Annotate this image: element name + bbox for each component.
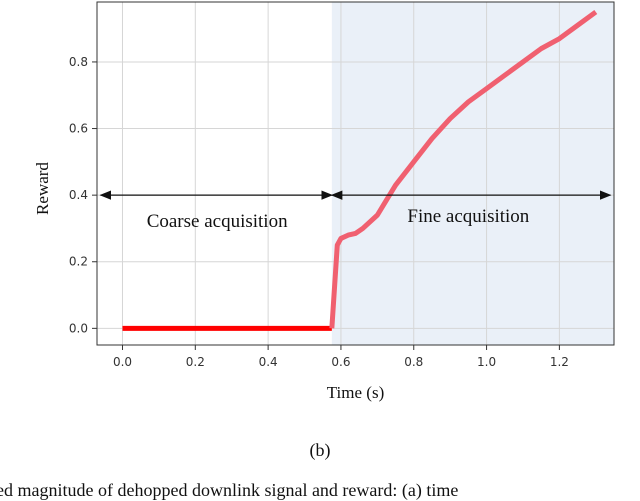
x-axis: 0.0 0.2 0.4 0.6 0.8 1.0 1.2 (113, 345, 569, 369)
y-tick-label: 0.6 (69, 122, 88, 136)
shaded-region (331, 2, 614, 345)
plot-frame (96, 1, 615, 346)
annotation-text: Coarse acquisition (147, 211, 288, 232)
reward-line-segment-2 (329, 9, 598, 329)
y-tick-label: 0.8 (69, 55, 88, 69)
x-tick-label: 0.6 (331, 355, 350, 369)
y-tick-label: 0.4 (69, 188, 88, 202)
series-lines (122, 9, 598, 331)
figure-caption-fragment: ed magnitude of dehopped downlink signal… (0, 480, 459, 500)
annotations: Coarse acquisition Fine acquisition (99, 190, 612, 232)
subfigure-caption: (b) (309, 440, 331, 460)
x-tick-label: 0.4 (259, 355, 278, 369)
x-tick-label: 1.2 (550, 355, 569, 369)
x-tick-label: 0.8 (404, 355, 423, 369)
x-axis-label: Time (s) (327, 383, 384, 402)
x-tick-label: 0.0 (113, 355, 132, 369)
y-axis: 0.0 0.2 0.4 0.6 0.8 (69, 55, 97, 335)
x-tick-label: 1.0 (477, 355, 496, 369)
y-axis-label: Reward (33, 162, 52, 215)
x-tick-label: 0.2 (186, 355, 205, 369)
y-tick-label: 0.0 (69, 321, 88, 335)
y-tick-label: 0.2 (69, 255, 88, 269)
annotation-text: Fine acquisition (407, 206, 529, 227)
